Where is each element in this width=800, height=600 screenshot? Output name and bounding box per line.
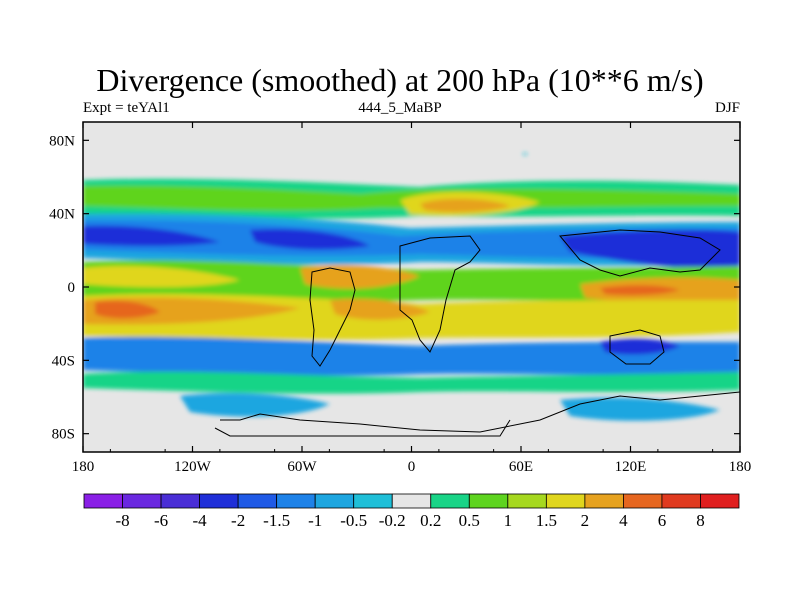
field-contour: [523, 153, 527, 155]
field-contour: [600, 285, 680, 296]
coastline-antarctica-ice: [214, 419, 511, 437]
colorbar-label: -1: [308, 511, 322, 530]
colorbar-label: 4: [619, 511, 628, 530]
colorbar-swatch: [122, 493, 162, 509]
coastline-south-america: [309, 267, 356, 367]
colorbar-label: -6: [154, 511, 168, 530]
colorbar-swatch: [468, 493, 509, 509]
field-contour: [83, 371, 740, 394]
colorbar-swatch: [661, 493, 701, 509]
colorbar-swatch: [160, 493, 200, 509]
colorbar-label: 1.5: [536, 511, 557, 530]
colorbar-label: 6: [658, 511, 667, 530]
coastline-asia: [559, 229, 721, 277]
colorbar-label: -8: [115, 511, 129, 530]
field-contour: [560, 229, 740, 269]
field-contour: [250, 228, 370, 250]
field-contour: [560, 397, 720, 421]
x-tick-label: 120E: [615, 459, 647, 475]
y-tick-label: 0: [68, 280, 76, 296]
colorbar-swatch: [353, 493, 393, 509]
colorbar-label: -0.5: [340, 511, 367, 530]
field-contour: [420, 198, 510, 213]
colorbar-swatch: [507, 493, 547, 509]
colorbar-swatch: [276, 493, 316, 509]
y-axis: 80N 40N 0 40S 80S: [49, 133, 740, 443]
coastline-australia: [609, 329, 665, 365]
colorbar-label: 2: [581, 511, 590, 530]
colorbar-swatch: [623, 493, 663, 509]
field-contour: [300, 265, 420, 289]
field-contour: [95, 300, 160, 319]
colorbar-swatch: [584, 493, 624, 509]
y-tick-label: 40S: [52, 353, 75, 369]
x-axis: 180 120W 60W 0 60E 120E 180: [72, 122, 752, 475]
field-contour: [83, 336, 740, 376]
experiment-label: Expt = teYAl1: [83, 100, 170, 116]
coastline-antarctica: [220, 391, 741, 433]
divergence-field: [83, 122, 740, 452]
x-tick-label: 0: [408, 459, 416, 475]
field-contour: [600, 338, 680, 355]
colorbar-label: -2: [231, 511, 245, 530]
x-tick-label: 180: [72, 459, 95, 475]
season-label: DJF: [714, 100, 740, 116]
field-contour: [83, 260, 740, 302]
colorbar: -8 -6 -4 -2 -1.5 -1 -0.5 -0.2 0.2 0.5 1 1.5 2 4 6 8: [83, 493, 740, 530]
y-tick-label: 40N: [49, 207, 75, 223]
colorbar-label: 0.2: [420, 511, 441, 530]
colorbar-swatch: [700, 493, 740, 509]
colorbar-label: -1.5: [263, 511, 290, 530]
field-contour: [83, 265, 240, 288]
x-tick-label: 60E: [509, 459, 533, 475]
coastlines: [214, 229, 741, 437]
colorbar-swatch: [199, 493, 239, 509]
colorbar-swatch: [83, 493, 123, 509]
coastline-africa: [399, 235, 481, 353]
colorbar-swatch: [545, 493, 586, 509]
run-id-label: 444_5_MaBP: [358, 100, 442, 116]
field-contour: [180, 393, 330, 417]
colorbar-label: 8: [696, 511, 705, 530]
x-tick-label: 60W: [287, 459, 317, 475]
colorbar-swatch: [237, 493, 278, 509]
colorbar-label: -0.2: [379, 511, 406, 530]
colorbar-label: -4: [193, 511, 208, 530]
chart-title: Divergence (smoothed) at 200 hPa (10**6 …: [96, 62, 704, 98]
field-contour: [83, 225, 220, 246]
y-tick-label: 80N: [49, 133, 75, 149]
colorbar-swatch: [391, 493, 432, 509]
x-tick-label: 180: [729, 459, 752, 475]
colorbar-label: 0.5: [459, 511, 480, 530]
x-tick-label: 120W: [174, 459, 212, 475]
colorbar-swatch: [314, 493, 355, 509]
colorbar-swatch: [430, 493, 470, 509]
colorbar-label: 1: [504, 511, 513, 530]
y-tick-label: 80S: [52, 427, 75, 443]
